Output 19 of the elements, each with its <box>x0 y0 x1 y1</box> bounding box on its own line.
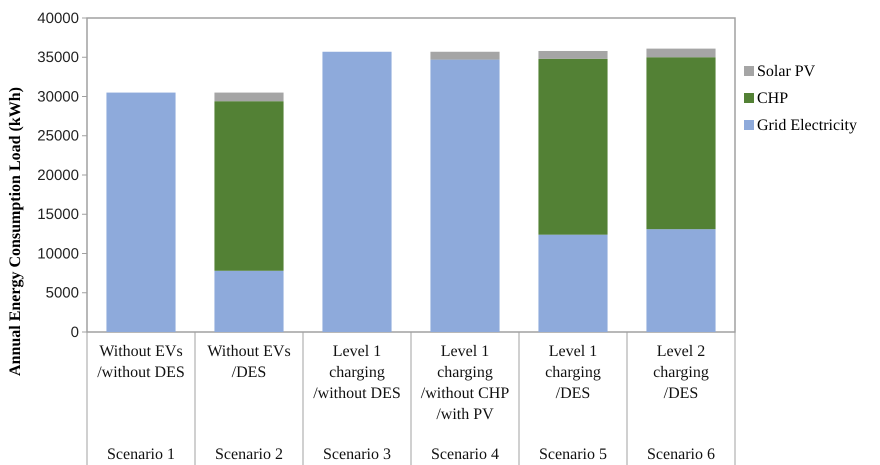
y-tick-label: 20000 <box>37 166 79 184</box>
y-tick-label: 15000 <box>37 206 79 224</box>
y-axis-title: Annual Energy Consumption Load (kWh) <box>7 87 24 376</box>
category-label: Level 1 charging /DES Scenario 5 <box>539 343 607 463</box>
category-label: Level 1 charging /without DES Scenario 3 <box>313 343 401 463</box>
y-tick-label: 35000 <box>37 49 79 66</box>
legend-label: CHP <box>757 90 788 107</box>
category-label: Without EVs /without DES Scenario 1 <box>97 343 185 463</box>
y-tick-label: 25000 <box>37 128 79 145</box>
y-tick-label: 30000 <box>37 88 79 106</box>
category-label: Level 2 charging /DES Scenario 6 <box>647 343 715 463</box>
y-tick-label: 0 <box>70 324 79 341</box>
legend-label: Grid Electricity <box>757 117 857 134</box>
y-tick-label: 10000 <box>37 245 79 262</box>
category-label: Without EVs /DES Scenario 2 <box>207 343 291 463</box>
category-label: Level 1 charging /without CHP /with PV Scenario 4 <box>420 343 510 463</box>
y-tick-label: 40000 <box>37 10 79 27</box>
legend-label: Solar PV <box>757 63 816 80</box>
y-tick-label: 5000 <box>46 284 79 302</box>
